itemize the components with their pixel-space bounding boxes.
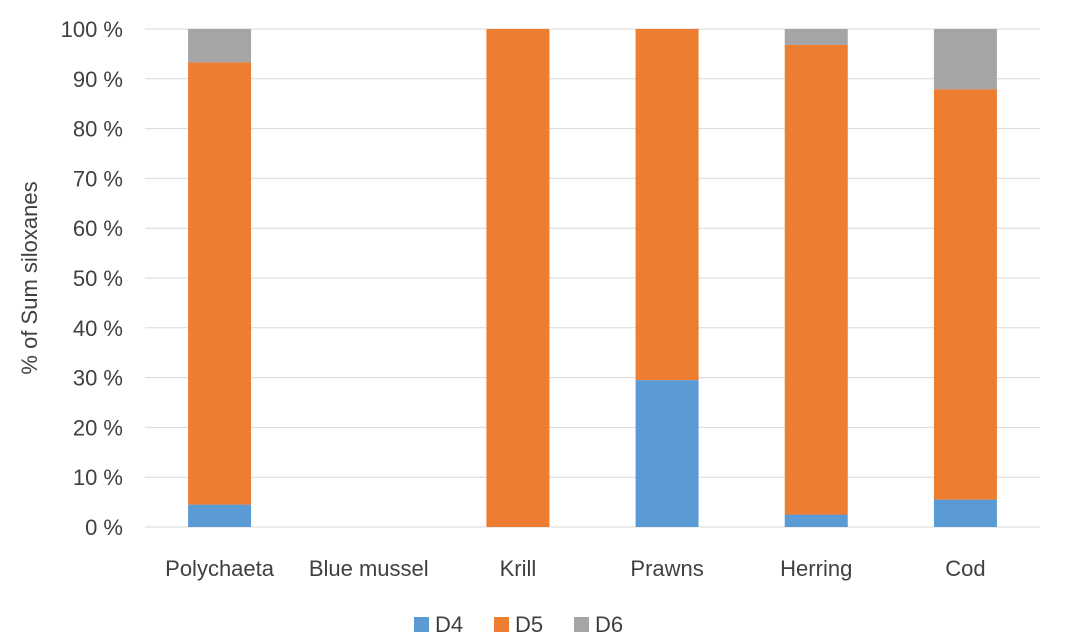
- bar-segment-d5: [188, 62, 252, 505]
- y-tick-label: 30 %: [73, 366, 123, 391]
- legend[interactable]: D4 D5 D6: [414, 612, 623, 635]
- y-tick-label: 60 %: [73, 216, 123, 241]
- y-tick-label: 70 %: [73, 166, 123, 191]
- bar-segment-d5: [635, 29, 699, 381]
- legend-swatch: [414, 617, 429, 632]
- bar-segment-d5: [933, 89, 997, 500]
- gridlines: [145, 28, 1040, 528]
- y-tick-label: 100 %: [61, 17, 123, 42]
- x-category-label: Blue mussel: [309, 556, 429, 581]
- bar-segment-d6: [188, 29, 252, 63]
- bar-segment-d4: [784, 514, 848, 527]
- y-tick-label: 20 %: [73, 415, 123, 440]
- x-category-label: Cod: [945, 556, 985, 581]
- legend-item-d4[interactable]: D4: [414, 612, 463, 635]
- y-tick-label: 40 %: [73, 316, 123, 341]
- y-axis-ticks: 0 % 10 % 20 % 30 % 40 % 50 % 60 % 70 % 80 % 90 % 1…: [61, 17, 123, 540]
- y-tick-label: 50 %: [73, 266, 123, 291]
- legend-label: D4: [435, 612, 463, 635]
- x-category-label: Herring: [780, 556, 852, 581]
- bar-segment-d6: [784, 29, 848, 45]
- y-axis-label: % of Sum siloxanes: [17, 181, 42, 374]
- x-category-label: Polychaeta: [165, 556, 275, 581]
- x-category-label: Prawns: [630, 556, 703, 581]
- bar-segment-d4: [933, 499, 997, 527]
- legend-swatch: [574, 617, 589, 632]
- y-tick-label: 10 %: [73, 465, 123, 490]
- bar-segment-d5: [486, 29, 550, 527]
- x-axis-categories: Polychaeta Blue mussel Krill Prawns Herring C…: [165, 556, 985, 581]
- y-tick-label: 80 %: [73, 117, 123, 142]
- bar-segment-d5: [784, 44, 848, 515]
- x-category-label: Krill: [500, 556, 537, 581]
- bar-segment-d6: [933, 29, 997, 90]
- legend-swatch: [494, 617, 509, 632]
- y-tick-label: 90 %: [73, 67, 123, 92]
- bar-segment-d4: [635, 380, 699, 527]
- y-tick-label: 0 %: [85, 515, 123, 540]
- legend-label: D5: [515, 612, 543, 635]
- legend-item-d6[interactable]: D6: [574, 612, 623, 635]
- legend-item-d5[interactable]: D5: [494, 612, 543, 635]
- bars: [188, 29, 997, 527]
- bar-segment-d4: [188, 504, 252, 527]
- legend-label: D6: [595, 612, 623, 635]
